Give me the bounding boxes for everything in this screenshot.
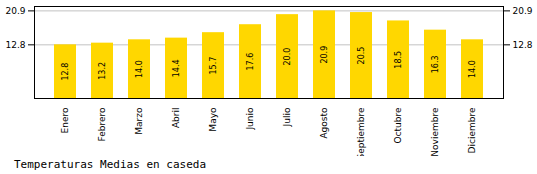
svg-text:17.6: 17.6 bbox=[246, 53, 255, 71]
svg-text:20.0: 20.0 bbox=[283, 48, 292, 66]
svg-text:16.3: 16.3 bbox=[431, 55, 440, 73]
svg-text:Agosto: Agosto bbox=[319, 107, 329, 139]
svg-text:Octubre: Octubre bbox=[393, 107, 403, 143]
svg-text:20.9: 20.9 bbox=[5, 6, 25, 16]
svg-text:18.5: 18.5 bbox=[394, 51, 403, 69]
svg-text:20.5: 20.5 bbox=[357, 47, 366, 65]
svg-text:Abril: Abril bbox=[171, 108, 181, 129]
svg-text:Diciembre: Diciembre bbox=[467, 107, 477, 153]
svg-text:20.9: 20.9 bbox=[320, 46, 329, 64]
svg-text:12.8: 12.8 bbox=[61, 63, 70, 81]
svg-text:14.4: 14.4 bbox=[172, 59, 181, 77]
svg-text:12.8: 12.8 bbox=[5, 40, 25, 50]
svg-text:Enero: Enero bbox=[60, 107, 70, 133]
svg-text:Noviembre: Noviembre bbox=[430, 107, 440, 156]
svg-text:Junio: Junio bbox=[245, 107, 255, 131]
svg-text:Julio: Julio bbox=[282, 107, 292, 127]
svg-text:Septiembre: Septiembre bbox=[356, 107, 366, 156]
svg-text:14.0: 14.0 bbox=[135, 60, 144, 78]
html-text:Temperaturas Medias en caseda: Temperaturas Medias en caseda bbox=[14, 158, 207, 171]
svg-text:Mayo: Mayo bbox=[208, 107, 218, 132]
svg-text:14.0: 14.0 bbox=[468, 60, 477, 78]
svg-text:12.8: 12.8 bbox=[513, 40, 533, 50]
svg-text:20.9: 20.9 bbox=[513, 6, 533, 16]
svg-text:15.7: 15.7 bbox=[209, 57, 218, 75]
svg-text:Febrero: Febrero bbox=[97, 107, 107, 141]
svg-text:13.2: 13.2 bbox=[98, 62, 107, 80]
svg-text:Marzo: Marzo bbox=[134, 107, 144, 135]
